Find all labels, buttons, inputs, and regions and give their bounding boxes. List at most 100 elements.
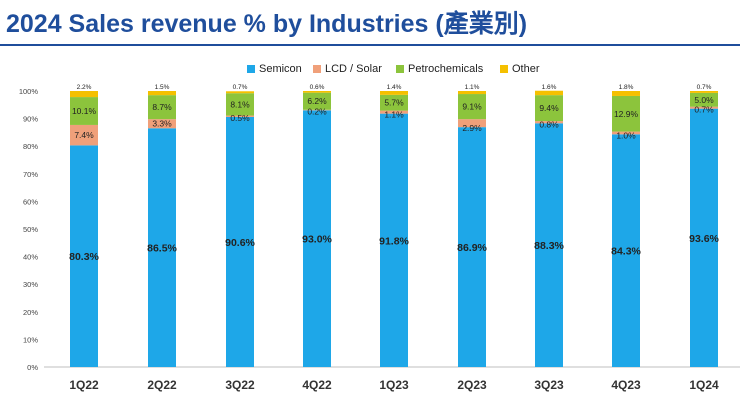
data-label: 93.6% [689,233,719,245]
y-tick-label: 50% [23,225,38,234]
data-label: 93.0% [302,234,332,246]
bar-segment-other [303,91,331,93]
x-tick-label: 4Q22 [302,378,332,392]
bar-segment-lcd-solar [70,124,98,146]
bar-segment-petrochemicals [690,92,718,107]
bar-segment-other [535,90,563,96]
data-label: 8.1% [230,99,250,109]
data-label: 91.8% [379,235,409,247]
y-tick-label: 80% [23,142,38,151]
bar-segment-lcd-solar [535,121,563,124]
legend-label-lcd-solar: LCD / Solar [325,63,382,76]
x-tick-label: 1Q22 [69,378,99,392]
data-label: 3.3% [152,119,172,129]
bar-segment-other [148,91,176,96]
data-label: 9.1% [462,102,482,112]
data-label: 1.5% [155,84,170,91]
data-label: 12.9% [614,109,639,119]
data-label: 2.2% [77,84,92,91]
data-label: 1.8% [619,84,634,91]
data-label: 5.7% [384,98,404,108]
data-label: 0.8% [539,119,559,129]
data-label: 86.9% [457,242,487,254]
bar-segment-petrochemicals [612,95,640,132]
data-label: 10.1% [72,106,97,116]
bar-segment-semicon [148,128,176,367]
legend-swatch-other [500,65,508,74]
x-tick-label: 3Q23 [534,378,564,392]
data-label: 1.1% [384,110,404,120]
data-label: 7.4% [74,130,94,140]
data-label: 1.0% [616,130,636,140]
data-label: 84.3% [611,246,641,258]
y-tick-label: 60% [23,197,38,206]
x-tick-label: 2Q22 [147,378,177,392]
bar-segment-petrochemicals [303,92,331,110]
legend-item-lcd-solar: LCD / Solar [313,63,382,75]
bar-segment-semicon [690,108,718,367]
bar-segment-lcd-solar [148,119,176,129]
chart-legend: Semicon LCD / Solar Petrochemicals Other [0,63,740,77]
x-tick-label: 1Q24 [689,378,719,392]
x-tick-label: 4Q23 [611,378,641,392]
x-tick-label: 3Q22 [225,378,255,392]
x-tick-label: 1Q23 [379,378,409,392]
data-label: 2.9% [462,123,482,133]
data-label: 1.4% [387,84,402,91]
bar-segment-semicon [380,113,408,367]
y-tick-label: 100% [19,87,39,96]
y-tick-label: 20% [23,308,38,317]
y-tick-label: 70% [23,170,38,179]
data-label: 88.3% [534,240,564,252]
title-divider [0,44,740,46]
bar-segment-lcd-solar [612,131,640,135]
bar-segment-lcd-solar [226,115,254,117]
legend-label-semicon: Semicon [259,63,302,76]
bar-segment-other [690,91,718,93]
y-tick-label: 40% [23,253,38,262]
bar-segment-lcd-solar [380,110,408,114]
data-label: 80.3% [69,251,99,263]
legend-swatch-semicon [247,65,255,74]
bar-segment-other [612,91,640,96]
legend-item-other: Other [500,63,540,75]
bar-segment-petrochemicals [148,95,176,120]
bar-segment-semicon [70,145,98,367]
legend-swatch-lcd-solar [313,65,321,74]
data-label: 0.6% [310,84,325,91]
data-label: 0.7% [697,84,712,91]
bar-segment-other [380,91,408,95]
data-label: 0.7% [694,105,714,115]
data-label: 0.5% [230,113,250,123]
y-tick-label: 0% [27,363,38,372]
y-tick-label: 30% [23,280,38,289]
bar-segment-petrochemicals [458,94,486,120]
bar-segment-petrochemicals [535,95,563,122]
data-label: 0.7% [233,84,248,91]
data-label: 8.7% [152,102,172,112]
legend-item-semicon: Semicon [247,63,302,75]
page-title: 2024 Sales revenue % by Industries (產業別) [6,10,528,38]
bar-segment-semicon [612,134,640,367]
bar-segment-lcd-solar [303,109,331,111]
legend-item-petrochemicals: Petrochemicals [396,63,483,75]
y-tick-label: 10% [23,335,38,344]
data-label: 90.6% [225,237,255,249]
bar-segment-other [458,91,486,95]
data-label: 9.4% [539,103,559,113]
bar-segment-semicon [226,116,254,367]
bar-segment-semicon [458,127,486,367]
bar-segment-petrochemicals [70,97,98,125]
bar-segment-lcd-solar [458,119,486,128]
data-label: 0.2% [307,106,327,116]
bar-segment-lcd-solar [690,106,718,109]
bar-segment-semicon [303,110,331,367]
bar-segment-petrochemicals [226,93,254,116]
y-tick-label: 90% [23,115,38,124]
bar-segment-semicon [535,123,563,368]
legend-swatch-petrochemicals [396,65,404,74]
bar-segment-other [70,91,98,98]
data-label: 5.0% [694,95,714,105]
bar-segment-petrochemicals [380,94,408,111]
